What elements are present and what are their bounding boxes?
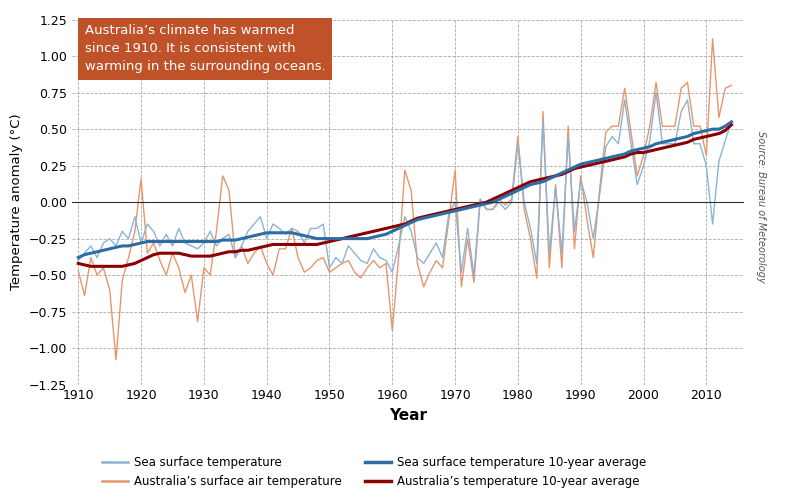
Y-axis label: Temperature anomaly (°C): Temperature anomaly (°C) bbox=[10, 114, 23, 290]
Legend: Sea surface temperature, Australia’s surface air temperature, Sea surface temper: Sea surface temperature, Australia’s sur… bbox=[102, 456, 646, 488]
Text: Source: Bureau of Meteorology: Source: Bureau of Meteorology bbox=[756, 131, 766, 283]
X-axis label: Year: Year bbox=[389, 408, 427, 423]
Text: Australia’s climate has warmed
since 1910. It is consistent with
warming in the : Australia’s climate has warmed since 191… bbox=[85, 24, 326, 73]
